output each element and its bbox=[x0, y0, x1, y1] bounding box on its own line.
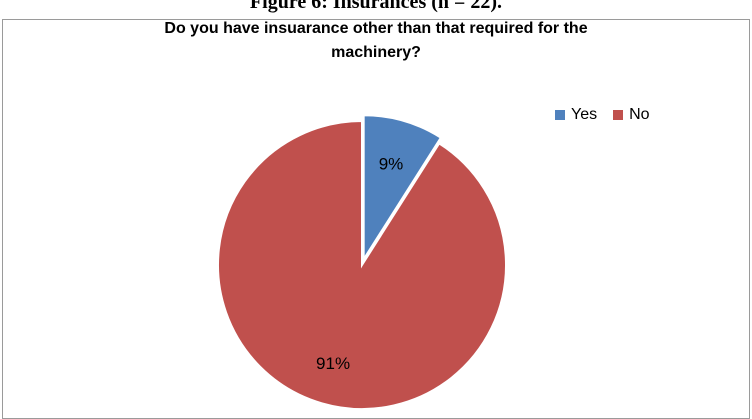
chart-title: Do you have insuarance other than that r… bbox=[0, 17, 752, 65]
pie-slices bbox=[217, 114, 507, 410]
legend-label-no: No bbox=[629, 106, 650, 123]
pie-label-no: 91% bbox=[316, 354, 350, 373]
legend-swatch-yes bbox=[555, 110, 565, 120]
pie-labels: 9% 91% bbox=[316, 155, 403, 373]
pie-label-yes: 9% bbox=[379, 155, 404, 174]
legend-label-yes: Yes bbox=[571, 106, 598, 123]
legend-swatch-no bbox=[613, 110, 624, 120]
figure-caption: Figure 6: Insurances (n = 22). bbox=[249, 0, 503, 13]
legend-item-yes: Yes bbox=[555, 106, 597, 124]
chart-title-line-1: Do you have insuarance other than that r… bbox=[164, 20, 588, 37]
chart-title-line-2: machinery? bbox=[331, 44, 421, 61]
legend-item-no: No bbox=[613, 106, 650, 124]
pie-slice-no bbox=[217, 119, 507, 410]
pie-slice-yes bbox=[362, 114, 443, 263]
chart-legend: Yes No bbox=[555, 106, 650, 124]
